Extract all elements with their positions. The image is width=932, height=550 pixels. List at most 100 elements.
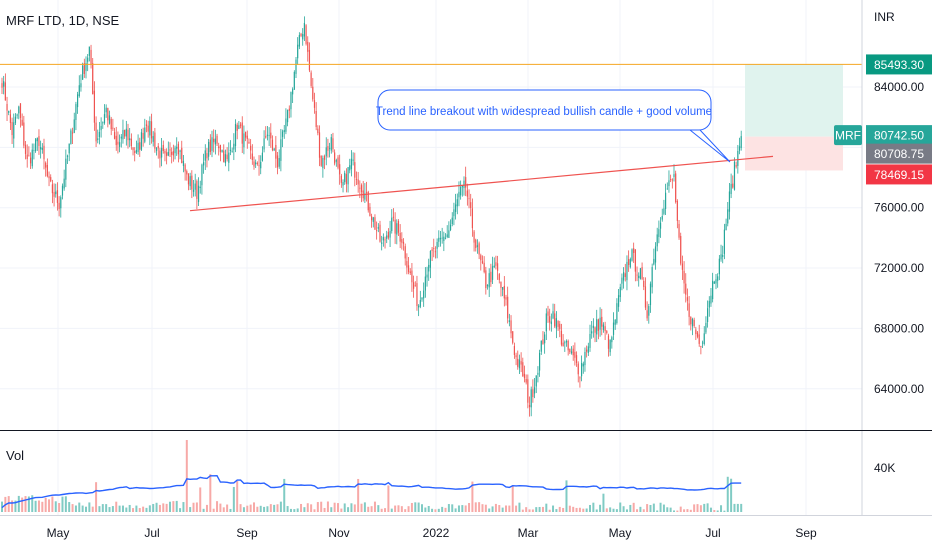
candle-body: [344, 172, 346, 183]
candle-body: [727, 209, 729, 224]
time-axis[interactable]: May Jul Sep Nov 2022 Mar May Jul Sep: [47, 526, 817, 540]
volume-bar: [602, 493, 605, 512]
candle-body: [680, 236, 682, 264]
candle-body: [315, 111, 317, 127]
volume-bar: [118, 505, 121, 512]
volume-bar: [649, 504, 652, 512]
volume-bar: [528, 509, 531, 512]
candle-body: [372, 217, 374, 222]
candle-body: [402, 241, 405, 244]
candle-body: [145, 124, 148, 126]
time-tick-label: Jul: [144, 526, 159, 540]
candle-body: [606, 331, 608, 333]
volume-bar: [709, 507, 712, 512]
candle-body: [493, 265, 495, 268]
candle-body: [61, 185, 64, 196]
volume-bar: [360, 503, 363, 512]
candle-body: [349, 165, 351, 171]
volume-bar: [24, 496, 27, 512]
candle-body: [290, 92, 292, 110]
candle-body: [35, 139, 37, 152]
candle-body: [683, 270, 685, 284]
candle-body: [234, 124, 237, 147]
volume-bar: [384, 508, 387, 512]
volume-bar: [138, 508, 141, 512]
candle-body: [389, 231, 391, 238]
candle-body: [554, 313, 556, 327]
candle-body: [24, 144, 27, 154]
volume-bar: [679, 506, 682, 512]
candle-body: [708, 300, 710, 308]
trendline[interactable]: [189, 155, 774, 212]
candle-body: [604, 326, 606, 332]
stop-zone[interactable]: [745, 136, 843, 171]
volume-bar: [132, 508, 135, 512]
candle-body: [110, 118, 112, 130]
candle-body: [592, 325, 594, 328]
candle-body: [152, 136, 154, 142]
volume-bar: [7, 496, 10, 512]
candle-body: [320, 155, 322, 166]
candle-body: [357, 179, 359, 185]
candle-body: [649, 283, 652, 306]
candle-body: [582, 363, 584, 367]
candle-body: [696, 332, 699, 337]
candle-body: [577, 363, 579, 375]
volume-bar: [48, 499, 51, 512]
candle-body: [266, 134, 269, 136]
volume-bar: [306, 503, 309, 512]
volume-bar: [17, 495, 20, 512]
volume-bar: [286, 506, 289, 512]
volume-bar: [427, 505, 430, 512]
volume-bar: [605, 508, 608, 512]
candle-body: [371, 216, 373, 221]
target-zone[interactable]: [745, 64, 843, 137]
candle-body: [364, 193, 366, 200]
candle-body: [535, 375, 537, 387]
candle-body: [518, 359, 521, 369]
candle-body: [161, 147, 163, 158]
candle-body: [522, 362, 524, 377]
candle-body: [162, 144, 164, 152]
candle-body: [491, 266, 494, 280]
candle-body: [218, 146, 220, 149]
candle-body: [455, 204, 457, 212]
candle-body: [488, 273, 490, 288]
volume-bar: [538, 506, 541, 512]
candle-body: [77, 94, 79, 108]
risk-reward-zones[interactable]: [745, 64, 843, 171]
volume-scale-label: 40K: [874, 461, 895, 475]
candle-body: [216, 135, 218, 144]
candle-body: [226, 154, 228, 160]
candle-body: [192, 189, 195, 192]
candle-body: [565, 340, 568, 343]
volume-bar: [31, 495, 34, 512]
candle-body: [305, 25, 307, 44]
volume-bar: [659, 502, 662, 512]
candle-body: [641, 266, 643, 279]
callout-box[interactable]: [377, 89, 712, 131]
candle-body: [700, 346, 702, 347]
candle-body: [586, 349, 588, 352]
volume-bar: [293, 509, 296, 512]
candle-body: [251, 153, 253, 160]
candle-body: [181, 147, 183, 164]
volume-bar: [259, 505, 262, 512]
candle-body: [60, 197, 62, 209]
volume-bar: [380, 508, 383, 512]
volume-bar: [229, 508, 232, 512]
candle-body: [735, 165, 737, 167]
candle-body: [206, 153, 208, 159]
volume-bar: [642, 509, 645, 512]
price-tick-label: 64000.00: [874, 382, 924, 396]
candle-body: [194, 183, 196, 190]
candle-body: [591, 331, 593, 334]
annotation-callout[interactable]: Trend line breakout with widespread bull…: [376, 89, 731, 163]
candle-body: [310, 72, 312, 86]
candle-body: [703, 333, 705, 345]
volume-bar: [491, 506, 494, 512]
candle-body: [725, 223, 727, 231]
candle-body: [631, 249, 633, 261]
candle-body: [189, 176, 191, 187]
